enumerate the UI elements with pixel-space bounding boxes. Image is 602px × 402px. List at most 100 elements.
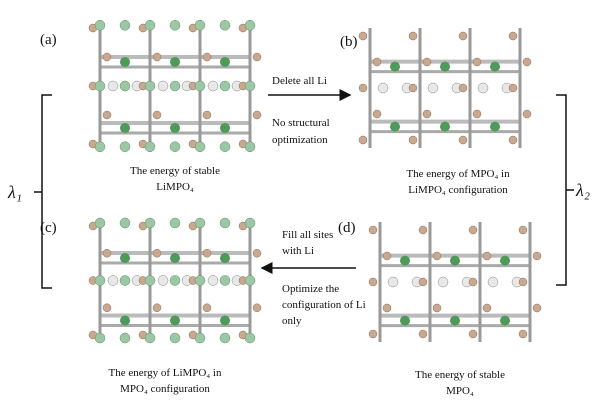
atom-o [358,83,368,93]
atom-o [252,52,262,62]
caption: MPO₄ configuration [120,383,210,395]
lambda: λ₁ [7,182,22,202]
atom-li [144,217,156,229]
atom-li [94,20,106,31]
atom-li [194,80,206,92]
caption: The energy of LiMPO₄ in [108,367,222,379]
atom-o [358,135,368,145]
atom-o [202,249,212,258]
atom-p [220,253,230,263]
atom-li [94,275,106,286]
arrow-text: optimization [272,134,328,146]
atom-p [440,121,450,132]
atom-li [169,141,181,152]
atom-p [450,255,460,266]
atom-o [422,109,432,119]
atom-li [219,141,231,152]
atom-m [157,275,169,286]
atom-p [170,122,180,133]
atom-m [207,275,219,286]
atom-o [458,83,468,93]
atom-o [508,135,518,145]
atom-li [119,275,131,286]
atom-o [468,329,478,339]
atom-o [408,83,418,93]
atom-li [244,141,256,152]
atom-p [500,315,510,326]
atom-o [482,303,492,313]
atom-o [102,52,112,62]
atom-li [94,80,106,92]
atom-li [169,332,181,344]
atom-o [382,303,392,313]
atom-o [408,135,418,145]
atom-p [490,61,500,72]
atom-o [418,329,428,339]
atom-li [119,80,131,92]
atom-o [152,249,162,258]
atom-p [170,253,180,263]
atom-p [490,121,500,132]
atom-li [119,217,131,229]
atom-o [532,251,542,261]
left-bracket [34,94,52,289]
atom-li [94,217,106,229]
atom-m [207,80,219,92]
atom-o [372,109,382,119]
atom-li [219,217,231,229]
panel-label: (d) [338,220,356,236]
arrow-text: Fill all sites [282,229,333,241]
atom-o [252,110,262,120]
atom-li [219,275,231,286]
atom-o [508,31,518,41]
atom-li [169,217,181,229]
atom-o [432,303,442,313]
atom-o [102,110,112,120]
atom-m [107,275,119,286]
atom-o [518,277,528,287]
atom-o [368,225,378,235]
atom-o [368,277,378,287]
atom-li [119,20,131,31]
arrow-text: configuration of Li [282,299,366,311]
atom-m [437,276,449,288]
atom-li [244,80,256,92]
atom-li [244,275,256,286]
atom-o [408,31,418,41]
atom-li [244,20,256,31]
atom-o [202,303,212,312]
atom-o [472,109,482,119]
atom-li [119,141,131,152]
atom-o [418,225,428,235]
atom-li [219,20,231,31]
atom-m [477,82,489,94]
atom-li [219,80,231,92]
atom-p [400,315,410,326]
atom-o [152,110,162,120]
atom-p [120,253,130,263]
atom-p [450,315,460,326]
atom-o [102,249,112,258]
atom-o [532,303,542,313]
atom-p [120,315,130,326]
atom-li [244,217,256,229]
atom-o [458,31,468,41]
atom-m [427,82,439,94]
atom-p [170,56,180,67]
arrow-text: Optimize the [282,283,339,295]
atom-li [94,332,106,344]
caption: LiMPO₄ [156,181,194,193]
atom-o [202,110,212,120]
atom-m [157,80,169,92]
atom-p [120,122,130,133]
atom-o [518,329,528,339]
atom-p [400,255,410,266]
atom-o [152,303,162,312]
atom-li [144,80,156,92]
atom-o [518,225,528,235]
atom-m [107,80,119,92]
atom-p [440,61,450,72]
atom-li [194,275,206,286]
arrow-text: only [282,315,302,327]
atom-o [358,31,368,41]
